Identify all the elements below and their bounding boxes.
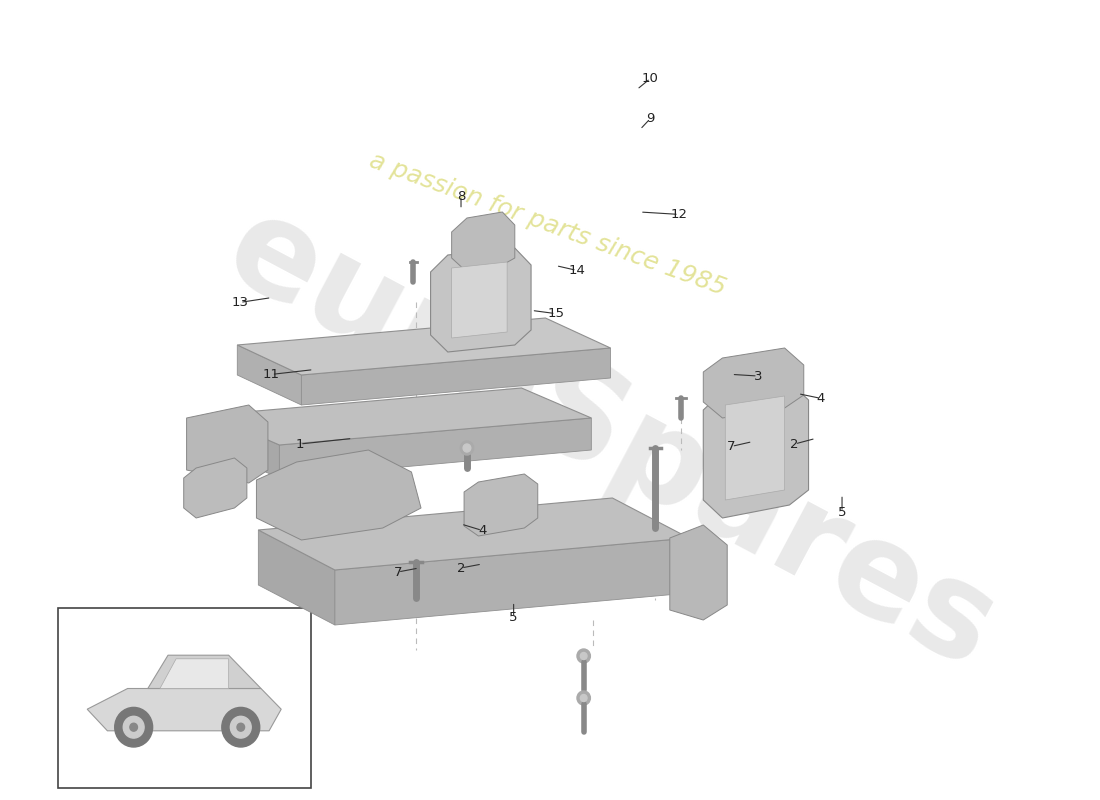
Text: 7: 7 — [394, 566, 403, 578]
Text: 14: 14 — [569, 264, 585, 277]
Text: 4: 4 — [477, 524, 486, 537]
Text: 5: 5 — [509, 611, 518, 624]
Bar — [58, 608, 310, 788]
Text: 13: 13 — [231, 296, 249, 309]
Text: 10: 10 — [642, 72, 659, 85]
Text: 7: 7 — [727, 440, 736, 453]
Polygon shape — [334, 538, 689, 625]
Polygon shape — [670, 525, 727, 620]
Text: 1: 1 — [296, 438, 305, 450]
Polygon shape — [301, 348, 610, 405]
Circle shape — [114, 707, 153, 747]
Polygon shape — [187, 405, 268, 483]
Polygon shape — [703, 382, 808, 518]
Text: 11: 11 — [263, 368, 280, 381]
Text: 5: 5 — [838, 506, 846, 518]
Polygon shape — [87, 689, 282, 731]
Circle shape — [236, 723, 244, 731]
Polygon shape — [452, 212, 515, 272]
Text: euroSpares: euroSpares — [205, 184, 1016, 696]
Polygon shape — [160, 658, 229, 689]
Polygon shape — [725, 396, 784, 500]
Circle shape — [463, 444, 471, 452]
Polygon shape — [184, 458, 246, 518]
Circle shape — [581, 694, 587, 702]
Circle shape — [460, 441, 474, 455]
Circle shape — [130, 723, 138, 731]
Text: 15: 15 — [547, 307, 564, 320]
Polygon shape — [258, 498, 689, 570]
Circle shape — [581, 653, 587, 659]
Circle shape — [230, 716, 251, 738]
Polygon shape — [703, 348, 804, 418]
Circle shape — [222, 707, 260, 747]
Text: 9: 9 — [647, 112, 654, 125]
Text: 8: 8 — [456, 190, 465, 202]
Polygon shape — [238, 345, 301, 405]
Circle shape — [578, 649, 591, 663]
Circle shape — [578, 691, 591, 705]
Polygon shape — [210, 388, 592, 445]
Polygon shape — [210, 415, 279, 478]
Text: a passion for parts since 1985: a passion for parts since 1985 — [365, 148, 729, 300]
Polygon shape — [256, 450, 421, 540]
Polygon shape — [238, 318, 611, 375]
Polygon shape — [452, 262, 507, 338]
Polygon shape — [258, 530, 334, 625]
Text: 4: 4 — [817, 392, 825, 405]
Text: 2: 2 — [456, 562, 465, 574]
Circle shape — [123, 716, 144, 738]
Text: 2: 2 — [791, 438, 799, 450]
Polygon shape — [464, 474, 538, 536]
Polygon shape — [147, 655, 261, 689]
Polygon shape — [279, 418, 592, 478]
Text: 3: 3 — [754, 370, 762, 382]
Polygon shape — [430, 248, 531, 352]
Text: 12: 12 — [670, 208, 688, 221]
